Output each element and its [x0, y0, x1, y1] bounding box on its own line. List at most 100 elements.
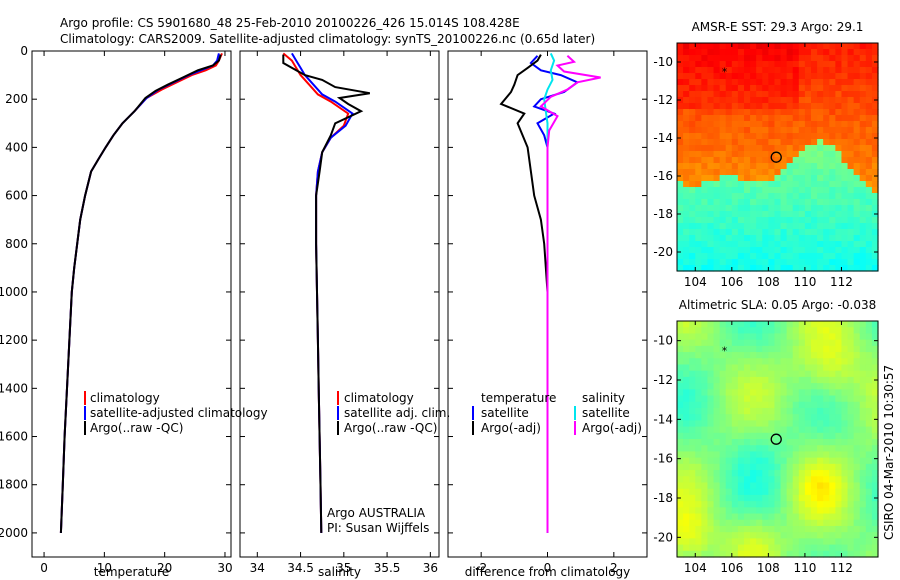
map-cell: [737, 544, 745, 552]
map-cell: [847, 507, 855, 515]
map-cell: [811, 339, 818, 347]
map-cell: [744, 133, 751, 140]
map-cell: [737, 265, 745, 272]
map-cell: [744, 532, 751, 539]
map-cell: [677, 327, 684, 335]
map-cell: [786, 544, 794, 552]
map-cell: [859, 163, 867, 170]
map-cell: [719, 525, 727, 533]
map-cell: [683, 525, 690, 533]
map-cell: [774, 67, 782, 74]
map-cell: [774, 49, 782, 56]
map-cell: [707, 401, 715, 409]
map-cell: [811, 85, 818, 92]
map-cell: [829, 470, 836, 477]
map-cell: [713, 43, 721, 50]
map-cell: [756, 181, 763, 188]
map-cell: [804, 445, 812, 453]
map-cell: [841, 193, 849, 200]
map-cell: [829, 217, 836, 224]
map-cell: [774, 538, 782, 546]
map-cell: [768, 407, 776, 415]
map-cell: [804, 199, 812, 206]
map-cell: [695, 73, 702, 80]
map-cell: [835, 109, 843, 116]
map-cell: [798, 463, 806, 471]
map-cell: [841, 133, 849, 140]
map-cell: [792, 97, 800, 104]
map-cell: [683, 339, 690, 347]
map-cell: [786, 550, 794, 558]
map-cell: [804, 439, 812, 446]
map-cell: [865, 432, 873, 440]
map-cell: [713, 333, 721, 341]
map-cell: [683, 109, 690, 116]
map-cell: [835, 91, 843, 98]
map-cell: [719, 121, 727, 128]
map-cell: [677, 538, 684, 546]
map-cell: [817, 470, 824, 477]
map-cell: [780, 513, 788, 521]
map-cell: [847, 339, 855, 347]
map-cell: [823, 73, 830, 80]
map-cell: [792, 175, 800, 182]
map-cell: [865, 265, 873, 272]
map-cell: [744, 345, 751, 353]
map-cell: [677, 451, 684, 459]
map-cell: [786, 85, 794, 92]
map-cell: [823, 127, 830, 134]
map-cell: [744, 67, 751, 74]
legend-title-temperature: temperature: [481, 391, 556, 405]
map-cell: [713, 482, 721, 490]
map-cell: [792, 247, 800, 254]
map-cell: [689, 145, 696, 152]
map-cell: [835, 235, 843, 242]
map-cell: [859, 43, 867, 50]
map-cell: [731, 199, 739, 206]
map-cell: [762, 199, 769, 206]
map-cell: [829, 187, 836, 194]
map-cell: [786, 199, 794, 206]
map-cell: [762, 352, 769, 359]
map-cell: [859, 97, 867, 104]
map-cell: [744, 321, 751, 328]
map-cell: [689, 327, 696, 335]
x-tick-label: 106: [720, 275, 743, 289]
map-cell: [859, 175, 867, 182]
map-cell: [829, 265, 836, 272]
map-cell: [774, 501, 782, 508]
map-cell: [804, 217, 812, 224]
map-cell: [792, 223, 800, 230]
map-cell: [707, 439, 715, 446]
map-cell: [677, 383, 684, 390]
map-cell: [792, 211, 800, 218]
map-cell: [707, 470, 715, 477]
map-cell: [871, 488, 879, 496]
map-cell: [811, 235, 818, 242]
map-cell: [725, 327, 733, 335]
map-cell: [780, 145, 788, 152]
map-cell: [683, 426, 690, 434]
map-cell: [792, 199, 800, 206]
map-cell: [859, 223, 867, 230]
map-cell: [786, 376, 794, 384]
map-cell: [786, 494, 794, 502]
map-cell: [786, 532, 794, 539]
map-cell: [780, 333, 788, 341]
map-cell: [823, 470, 830, 477]
map-cell: [841, 432, 849, 440]
map-cell: [829, 370, 836, 378]
x-tick-label: 112: [830, 275, 853, 289]
map-cell: [756, 55, 763, 62]
map-cell: [817, 181, 824, 188]
map-cell: [865, 327, 873, 335]
map-cell: [853, 253, 861, 260]
map-cell: [792, 532, 800, 539]
map-cell: [677, 395, 684, 403]
map-cell: [750, 383, 757, 390]
map-cell: [804, 389, 812, 397]
map-cell: [811, 513, 818, 521]
map-cell: [853, 223, 861, 230]
map-cell: [786, 432, 794, 440]
map-cell: [768, 265, 776, 272]
